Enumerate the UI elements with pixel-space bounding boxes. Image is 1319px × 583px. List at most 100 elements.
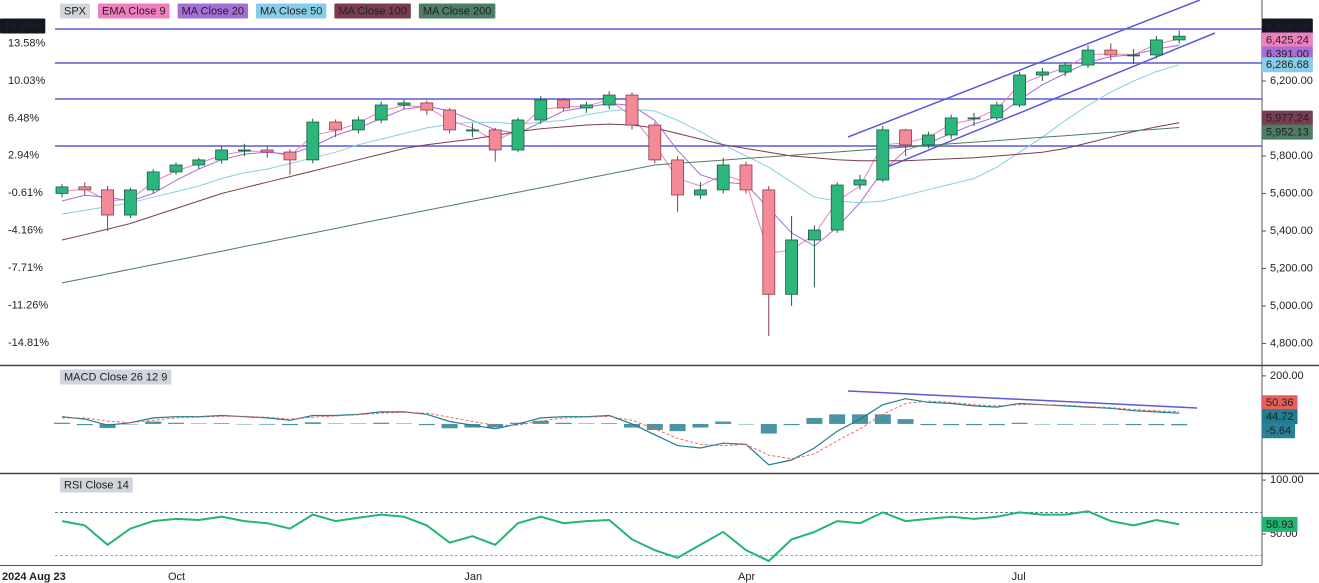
histogram-bar (692, 423, 709, 428)
histogram-bar (190, 423, 207, 424)
histogram-bar (145, 421, 162, 424)
candle-body (1127, 54, 1140, 57)
histogram-bar (966, 423, 982, 426)
candle-body (101, 189, 114, 216)
last-value-label: -5.64 (1266, 425, 1291, 437)
histogram-bar (1057, 423, 1074, 425)
histogram-bar (920, 423, 937, 426)
candle-body (488, 129, 502, 151)
histogram-bar (122, 423, 139, 425)
legend-label-box (418, 3, 496, 19)
candle-body (260, 149, 274, 153)
histogram-bar (1080, 423, 1096, 425)
candle-body (990, 104, 1004, 119)
last-value-label-box (1262, 110, 1313, 126)
panel-title: RSI Close 14 (64, 479, 129, 491)
candle-body (785, 239, 798, 295)
x-tick-label: Apr (738, 571, 755, 583)
candle-body (648, 124, 662, 161)
legend-title-box (60, 3, 91, 19)
candle-body (557, 99, 570, 109)
change-label: 14.28% (4, 20, 42, 32)
last-value-label: 6,439.24 (1266, 20, 1309, 32)
candle-body (967, 117, 981, 120)
histogram-bar (806, 417, 823, 424)
y2-tick-label: -0.61% (8, 187, 43, 199)
histogram-bar (259, 423, 276, 425)
histogram-bar (1125, 423, 1142, 426)
histogram-bar (1171, 423, 1188, 426)
y-tick-label: 5,600.00 (1270, 187, 1313, 199)
histogram-bar (532, 420, 549, 424)
histogram-bar (715, 421, 732, 424)
histogram-bar (738, 423, 754, 425)
candle-body (625, 94, 639, 126)
histogram-bar (418, 423, 435, 426)
legend-label-box (98, 3, 170, 19)
y-tick-label: 5,400.00 (1270, 225, 1313, 237)
candle-body (1036, 71, 1049, 76)
channel-line (879, 32, 1216, 171)
last-value-label: 5,952.13 (1266, 127, 1309, 139)
histogram-bar (897, 419, 914, 424)
x-tick-label: 2024 Aug 23 (2, 571, 66, 583)
last-value-label: 50.36 (1266, 397, 1294, 409)
candle-body (739, 164, 753, 191)
histogram-bar (441, 423, 458, 429)
y2-tick-label: -14.81% (8, 337, 49, 349)
last-value-label: 58.93 (1266, 519, 1294, 531)
histogram-bar (1102, 423, 1119, 425)
candle-body (306, 121, 320, 161)
y-tick-label: 6,200.00 (1270, 75, 1313, 87)
histogram-bar (1011, 422, 1028, 424)
legend-label-box (334, 3, 411, 19)
trend-line (847, 390, 1198, 409)
histogram-bar (624, 423, 640, 428)
candle-body (716, 164, 730, 191)
y-tick-label: 4,800.00 (1270, 337, 1313, 349)
histogram-bar (99, 423, 116, 429)
last-value-label-box (1262, 423, 1296, 439)
last-value-label: 6,286.68 (1266, 59, 1309, 71)
ma-line (61, 122, 1180, 241)
candle-body (808, 229, 821, 241)
candle-body (124, 189, 137, 216)
candle-body (351, 119, 365, 131)
channel-line (847, 0, 1201, 138)
candle-body (237, 149, 251, 152)
candle-body (922, 134, 935, 146)
y-tick-label: 5,000.00 (1270, 300, 1313, 312)
histogram-bar (350, 423, 367, 424)
legend-label: EMA Close 9 (102, 5, 166, 17)
histogram-bar (76, 423, 93, 426)
candle-body (374, 104, 388, 121)
candle-body (329, 121, 343, 131)
candle-body (694, 189, 707, 196)
histogram-bar (304, 422, 321, 424)
candle-body (602, 94, 616, 106)
y2-tick-label: -4.16% (8, 225, 43, 237)
candle-body (169, 164, 183, 173)
histogram-bar (669, 423, 686, 432)
last-value-label-box (1262, 395, 1298, 411)
y2-tick-label: 13.58% (8, 37, 46, 49)
histogram-bar (236, 423, 253, 425)
y-tick-label: 5,800.00 (1270, 150, 1313, 162)
histogram-bar (783, 423, 800, 426)
histogram-bar (487, 423, 504, 428)
histogram-bar (646, 423, 663, 430)
y2-tick-label: -7.71% (8, 262, 43, 274)
histogram-bar (943, 423, 960, 426)
y2-tick-label: 10.03% (8, 75, 46, 87)
x-tick-label: Oct (168, 571, 185, 583)
y2-tick-label: 2.94% (8, 150, 39, 162)
candle-body (1013, 74, 1026, 106)
candle-body (853, 179, 867, 186)
x-tick-label: Jul (1012, 571, 1026, 583)
last-value-label: 44.72 (1266, 411, 1294, 423)
histogram-bar (213, 423, 230, 424)
candle-body (671, 159, 684, 196)
legend-label: MA Close 200 (423, 5, 491, 17)
histogram-bar (327, 423, 344, 424)
candle-body (1081, 49, 1095, 66)
